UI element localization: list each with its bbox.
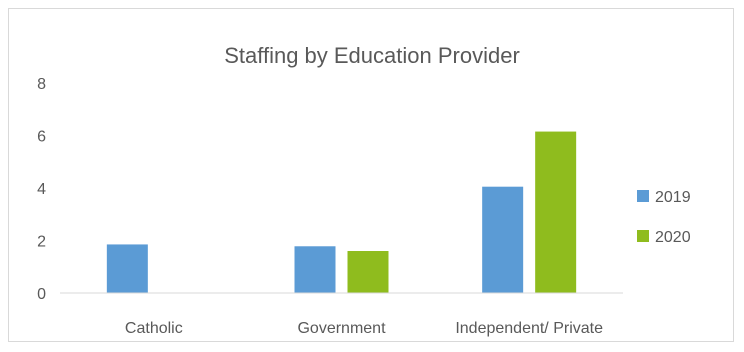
chart-title: Staffing by Education Provider [224, 43, 520, 68]
legend-label: 2020 [655, 229, 691, 246]
legend-swatch-2019 [637, 190, 649, 202]
bar-2019-1 [294, 246, 336, 293]
legend-label: 2019 [655, 189, 691, 206]
y-tick-label: 2 [37, 234, 46, 251]
y-tick-label: 0 [37, 286, 46, 303]
x-tick-label: Catholic [125, 320, 183, 337]
bar-2019-2 [482, 186, 524, 293]
bar-2020-2 [535, 131, 577, 293]
y-tick-label: 4 [37, 181, 46, 198]
x-tick-label: Government [297, 320, 386, 337]
x-tick-label: Independent/ Private [455, 320, 603, 337]
bar-2019-0 [106, 244, 148, 293]
legend-swatch-2020 [637, 230, 649, 242]
y-tick-label: 8 [37, 76, 46, 93]
bar-2020-1 [347, 251, 389, 293]
y-tick-label: 6 [37, 129, 46, 146]
